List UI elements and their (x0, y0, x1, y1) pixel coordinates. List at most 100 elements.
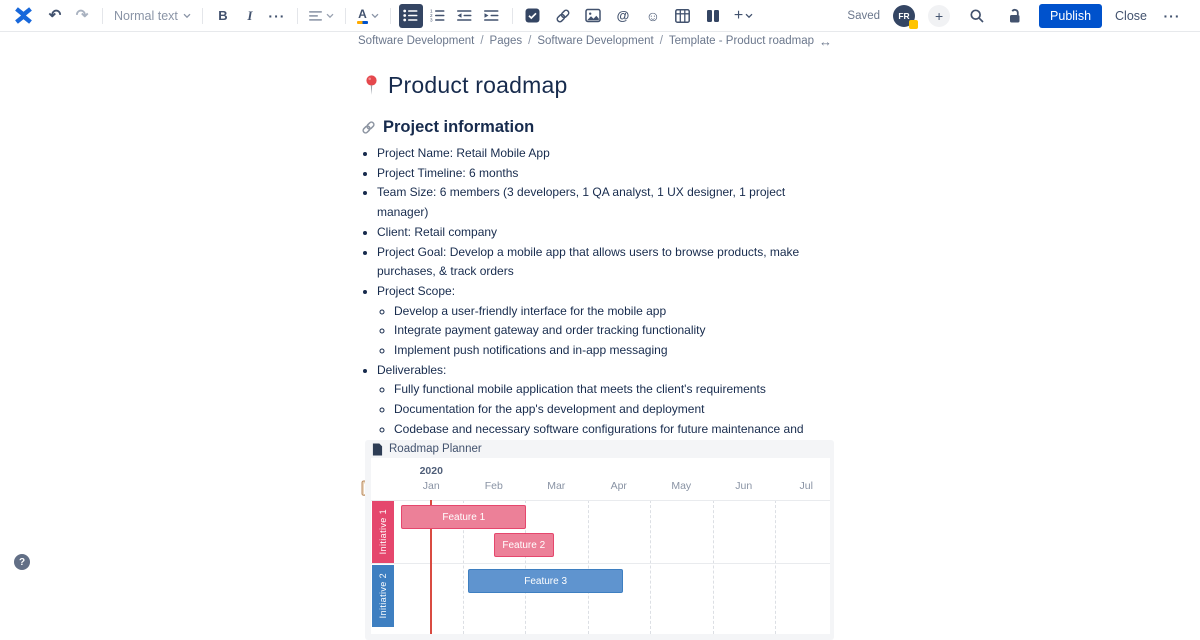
header-divider-line (371, 500, 830, 501)
undo-icon: ↶ (48, 7, 62, 24)
lane-divider-line (371, 563, 830, 564)
svg-text:3: 3 (430, 18, 433, 22)
text-style-label: Normal text (114, 8, 178, 23)
breadcrumb-item[interactable]: Pages (489, 35, 523, 47)
page-title-text: Product roadmap (388, 72, 568, 98)
layouts-icon (706, 9, 719, 22)
bullet-list-icon (403, 9, 418, 22)
breadcrumb-items: Software Development / Pages / Software Deve… (358, 35, 814, 47)
timeline-month: Jan (422, 480, 440, 492)
roadmap-chart: 2020 Jan Feb Mar Apr May Jun Jul Initiative 1 Fea… (371, 458, 830, 634)
gantt-bar[interactable]: Feature 2 (493, 533, 554, 557)
list-subitem: Fully functional mobile application that… (394, 380, 837, 400)
list-item: Project Name: Retail Mobile App (377, 144, 837, 164)
avatar-initials: FR (898, 10, 910, 21)
confluence-logo[interactable] (10, 4, 37, 28)
avatar-status-badge (909, 19, 919, 29)
undo-button[interactable]: ↶ (43, 4, 67, 28)
numbered-list-icon: 123 (430, 9, 445, 22)
macro-title: Roadmap Planner (389, 443, 482, 455)
breadcrumb-item[interactable]: Software Development (358, 35, 475, 47)
svg-text:2: 2 (430, 13, 433, 18)
bold-button[interactable]: B (218, 8, 228, 23)
gantt-bar[interactable]: Feature 3 (468, 569, 624, 593)
breadcrumb-item[interactable]: Template - Product roadmap (668, 35, 815, 47)
breadcrumb: Software Development / Pages / Software Deve… (358, 33, 832, 49)
pushpin-emoji-icon (366, 75, 377, 95)
layouts-button[interactable] (701, 4, 725, 28)
gantt-bar[interactable]: Feature 1 (401, 505, 527, 529)
insert-table-button[interactable] (671, 4, 695, 28)
editor-width-toggle[interactable]: ↔ (819, 33, 832, 49)
permissions-button[interactable] (1002, 4, 1026, 28)
text-color-dropdown[interactable]: A (354, 4, 382, 28)
breadcrumb-item[interactable]: Software Development (537, 35, 654, 47)
chevron-down-icon (183, 13, 191, 18)
more-formatting-button[interactable]: ··· (265, 4, 289, 28)
gantt-bar-label: Feature 3 (524, 575, 568, 587)
gantt-bar-label: Feature 1 (442, 511, 486, 523)
publish-button[interactable]: Publish (1039, 3, 1103, 28)
timeline-year: 2020 (419, 465, 443, 477)
italic-button[interactable]: I (247, 7, 253, 23)
save-status: Saved (847, 9, 881, 22)
invite-button[interactable]: + (928, 4, 951, 27)
list-item: Client: Retail company (377, 223, 837, 243)
emoji-icon: ☺ (645, 7, 661, 24)
list-item: Team Size: 6 members (3 developers, 1 QA… (377, 183, 837, 222)
text-color-icon: A (356, 8, 368, 24)
month-gridline (587, 500, 589, 634)
list-subitem: Integrate payment gateway and order trac… (394, 321, 837, 341)
today-marker-line (430, 500, 432, 634)
list-item: Project Goal: Develop a mobile app that … (377, 243, 837, 282)
redo-button[interactable]: ↷ (70, 4, 94, 28)
indent-icon (484, 10, 499, 21)
timeline-month: Apr (610, 480, 627, 492)
link-button[interactable] (551, 4, 575, 28)
outdent-button[interactable] (453, 4, 477, 28)
insert-image-button[interactable] (581, 4, 605, 28)
toolbar-divider (389, 7, 391, 24)
editor-content[interactable]: Product roadmap Project information Proj… (361, 72, 837, 497)
toolbar-overflow-button[interactable]: ··· (1160, 4, 1184, 28)
bullet-list-button[interactable] (398, 3, 423, 28)
close-button[interactable]: Close (1115, 8, 1147, 23)
outdent-icon (457, 10, 472, 21)
image-icon (585, 8, 601, 23)
chevron-down-icon (326, 13, 334, 18)
toolbar-divider (344, 7, 346, 24)
indent-button[interactable] (480, 4, 504, 28)
insert-more-dropdown[interactable]: + (731, 4, 756, 28)
avatar[interactable]: FR (893, 4, 919, 29)
confluence-logo-icon (15, 7, 32, 24)
timeline-month: Jun (735, 480, 753, 492)
list-subitem: Develop a user-friendly interface for th… (394, 302, 837, 322)
help-icon: ? (18, 556, 26, 568)
document-icon (372, 443, 383, 455)
lane-label: Initiative 2 (378, 573, 388, 619)
month-gridline (650, 500, 651, 634)
mention-button[interactable]: @ (611, 4, 635, 28)
timeline-month: May (671, 480, 692, 492)
breadcrumb-separator: / (659, 35, 663, 47)
task-list-button[interactable] (521, 4, 545, 28)
help-button[interactable]: ? (14, 554, 30, 570)
timeline-month: Feb (484, 480, 503, 492)
alignment-dropdown[interactable] (306, 4, 337, 28)
gantt-bar-label: Feature 2 (502, 539, 546, 551)
list-item: Project Timeline: 6 months (377, 164, 837, 184)
task-checkbox-icon (525, 8, 540, 23)
chevron-down-icon (745, 13, 753, 18)
emoji-button[interactable]: ☺ (641, 4, 665, 28)
search-button[interactable] (965, 4, 989, 28)
month-gridline (462, 500, 464, 634)
roadmap-planner-macro[interactable]: Roadmap Planner 2020 Jan Feb Mar Apr May Jun Ju… (365, 440, 834, 640)
text-style-dropdown[interactable]: Normal text (111, 4, 194, 28)
table-icon (675, 8, 691, 23)
lane-sidebar[interactable]: Initiative 1 (372, 501, 394, 563)
page-title: Product roadmap (365, 72, 837, 99)
project-info-list: Project Name: Retail Mobile AppProject T… (365, 144, 837, 459)
overflow-icon: ··· (1163, 7, 1181, 24)
lane-sidebar[interactable]: Initiative 2 (372, 565, 394, 627)
